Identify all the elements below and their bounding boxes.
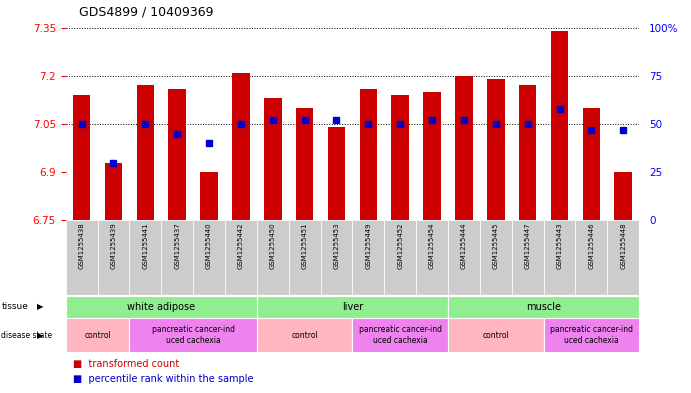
Bar xyxy=(73,95,91,220)
Text: GSM1255454: GSM1255454 xyxy=(429,223,435,269)
Bar xyxy=(487,79,504,220)
Bar xyxy=(607,220,639,295)
Bar xyxy=(66,296,257,318)
Bar xyxy=(424,92,441,220)
Text: control: control xyxy=(291,331,318,340)
Text: muscle: muscle xyxy=(526,302,561,312)
Text: GSM1255442: GSM1255442 xyxy=(238,223,244,269)
Bar xyxy=(66,220,97,295)
Bar xyxy=(512,220,544,295)
Text: pancreatic cancer-ind
uced cachexia: pancreatic cancer-ind uced cachexia xyxy=(151,325,235,345)
Bar xyxy=(161,220,193,295)
Text: GSM1255447: GSM1255447 xyxy=(524,223,531,269)
Bar xyxy=(448,220,480,295)
Text: ▶: ▶ xyxy=(37,302,43,311)
Bar xyxy=(448,318,544,352)
Text: control: control xyxy=(84,331,111,340)
Bar xyxy=(257,318,352,352)
Text: white adipose: white adipose xyxy=(127,302,196,312)
Bar xyxy=(544,318,639,352)
Text: GSM1255453: GSM1255453 xyxy=(334,223,339,269)
Bar xyxy=(200,172,218,220)
Bar xyxy=(129,220,161,295)
Bar xyxy=(352,220,384,295)
Text: control: control xyxy=(482,331,509,340)
Bar xyxy=(416,220,448,295)
Text: GSM1255443: GSM1255443 xyxy=(556,223,562,269)
Text: GSM1255446: GSM1255446 xyxy=(588,223,594,269)
Bar xyxy=(614,172,632,220)
Bar xyxy=(169,88,186,220)
Bar xyxy=(104,163,122,220)
Text: tissue: tissue xyxy=(1,302,28,311)
Bar xyxy=(137,85,154,220)
Bar xyxy=(544,220,576,295)
Bar xyxy=(576,220,607,295)
Bar xyxy=(257,296,448,318)
Bar xyxy=(359,88,377,220)
Text: pancreatic cancer-ind
uced cachexia: pancreatic cancer-ind uced cachexia xyxy=(550,325,633,345)
Text: ■  transformed count: ■ transformed count xyxy=(73,358,179,369)
Bar xyxy=(480,220,512,295)
Text: GSM1255437: GSM1255437 xyxy=(174,223,180,270)
Bar xyxy=(257,220,289,295)
Bar xyxy=(519,85,536,220)
Text: GSM1255439: GSM1255439 xyxy=(111,223,117,270)
Text: GSM1255448: GSM1255448 xyxy=(621,223,626,269)
Text: GSM1255441: GSM1255441 xyxy=(142,223,149,269)
Bar xyxy=(321,220,352,295)
Bar xyxy=(264,98,281,220)
Bar xyxy=(66,318,129,352)
Bar xyxy=(129,318,257,352)
Bar xyxy=(232,73,249,220)
Bar xyxy=(583,108,600,220)
Text: GSM1255445: GSM1255445 xyxy=(493,223,499,269)
Bar xyxy=(97,220,129,295)
Text: GSM1255452: GSM1255452 xyxy=(397,223,404,269)
Bar xyxy=(296,108,314,220)
Bar xyxy=(384,220,416,295)
Text: GSM1255449: GSM1255449 xyxy=(366,223,371,269)
Bar xyxy=(455,76,473,220)
Bar xyxy=(289,220,321,295)
Text: GSM1255451: GSM1255451 xyxy=(301,223,307,269)
Text: GSM1255440: GSM1255440 xyxy=(206,223,212,269)
Bar xyxy=(448,296,639,318)
Bar xyxy=(551,31,568,220)
Text: ▶: ▶ xyxy=(37,331,43,340)
Text: GSM1255450: GSM1255450 xyxy=(269,223,276,269)
Text: GSM1255438: GSM1255438 xyxy=(79,223,84,270)
Bar xyxy=(352,318,448,352)
Bar xyxy=(328,127,346,220)
Text: pancreatic cancer-ind
uced cachexia: pancreatic cancer-ind uced cachexia xyxy=(359,325,442,345)
Bar xyxy=(193,220,225,295)
Bar xyxy=(225,220,257,295)
Text: liver: liver xyxy=(342,302,363,312)
Text: GDS4899 / 10409369: GDS4899 / 10409369 xyxy=(79,6,214,19)
Text: GSM1255444: GSM1255444 xyxy=(461,223,467,269)
Text: ■  percentile rank within the sample: ■ percentile rank within the sample xyxy=(73,374,253,384)
Text: disease state: disease state xyxy=(1,331,53,340)
Bar xyxy=(391,95,409,220)
